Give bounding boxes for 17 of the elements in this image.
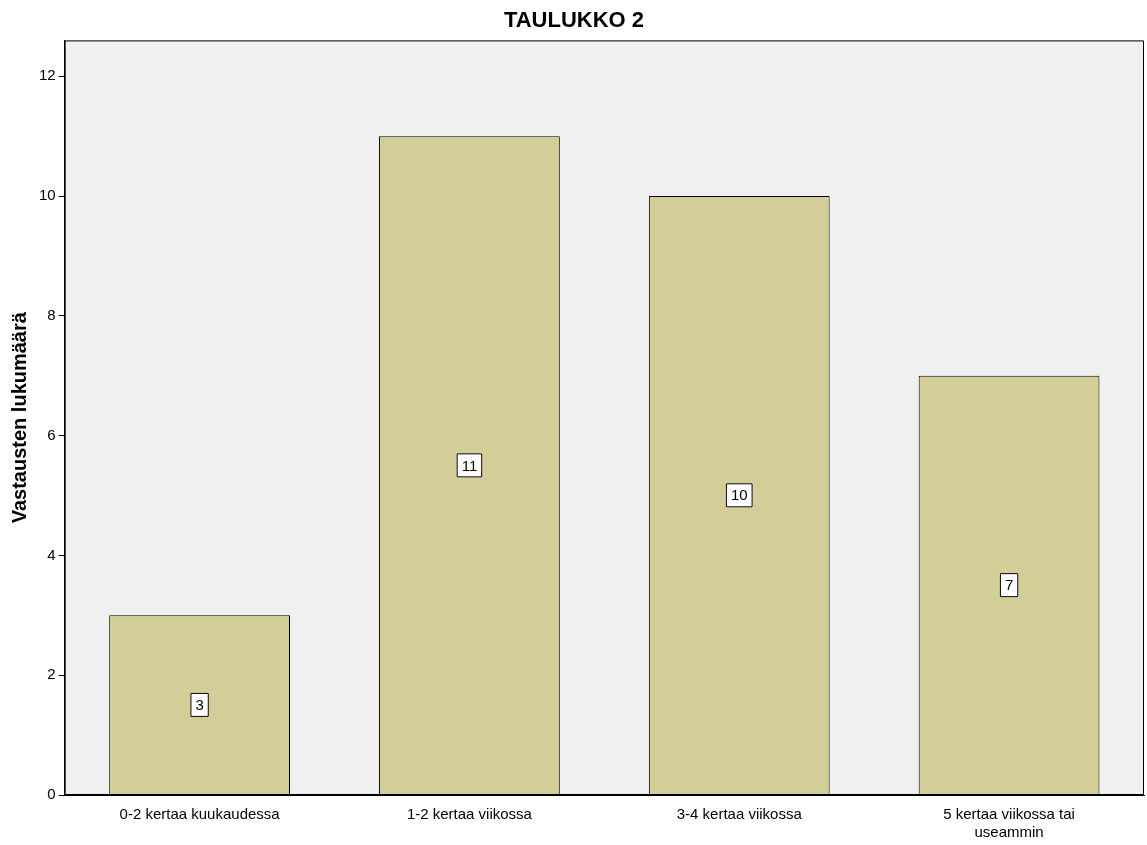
data-label: 3: [195, 696, 204, 714]
y-tick-label: 12: [39, 66, 56, 84]
x-tick-label: 1-2 kertaa viikossa: [406, 805, 533, 823]
x-tick-label: 5 kertaa viikossa tai useammin: [943, 805, 1075, 841]
y-tick-label: 0: [47, 785, 56, 803]
x-tick-label: 0-2 kertaa kuukaudessa: [119, 805, 281, 823]
y-axis-title: Vastausten lukumäärä: [7, 311, 30, 524]
x-tick-label: 3-4 kertaa viikossa: [676, 805, 803, 823]
data-label: 10: [730, 486, 748, 504]
y-tick-label: 10: [39, 186, 56, 204]
y-tick-label: 8: [47, 306, 56, 324]
y-tick-label: 2: [47, 665, 56, 683]
data-label: 7: [1004, 576, 1014, 594]
y-tick-label: 6: [47, 425, 56, 443]
y-tick-label: 4: [47, 545, 56, 563]
chart-title: TAULUKKO 2: [503, 7, 645, 33]
data-label: 11: [461, 456, 478, 474]
